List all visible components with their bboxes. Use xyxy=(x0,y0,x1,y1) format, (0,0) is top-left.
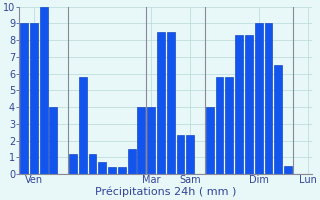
Bar xyxy=(89,154,96,174)
Bar xyxy=(216,77,223,174)
Bar xyxy=(284,166,292,174)
Bar xyxy=(118,167,126,174)
Bar xyxy=(255,23,263,174)
Bar xyxy=(274,65,282,174)
Bar xyxy=(225,77,233,174)
Bar xyxy=(98,162,106,174)
Bar xyxy=(245,35,253,174)
X-axis label: Précipitations 24h ( mm ): Précipitations 24h ( mm ) xyxy=(95,187,236,197)
Bar xyxy=(40,7,48,174)
Bar xyxy=(167,32,175,174)
Bar xyxy=(20,23,28,174)
Bar xyxy=(79,77,87,174)
Bar xyxy=(50,107,57,174)
Bar xyxy=(235,35,243,174)
Bar xyxy=(206,107,214,174)
Bar xyxy=(108,167,116,174)
Bar xyxy=(157,32,165,174)
Bar xyxy=(177,135,184,174)
Bar xyxy=(138,107,145,174)
Bar xyxy=(265,23,272,174)
Bar xyxy=(147,107,155,174)
Bar xyxy=(69,154,77,174)
Bar xyxy=(128,149,135,174)
Bar xyxy=(186,135,194,174)
Bar xyxy=(30,23,38,174)
